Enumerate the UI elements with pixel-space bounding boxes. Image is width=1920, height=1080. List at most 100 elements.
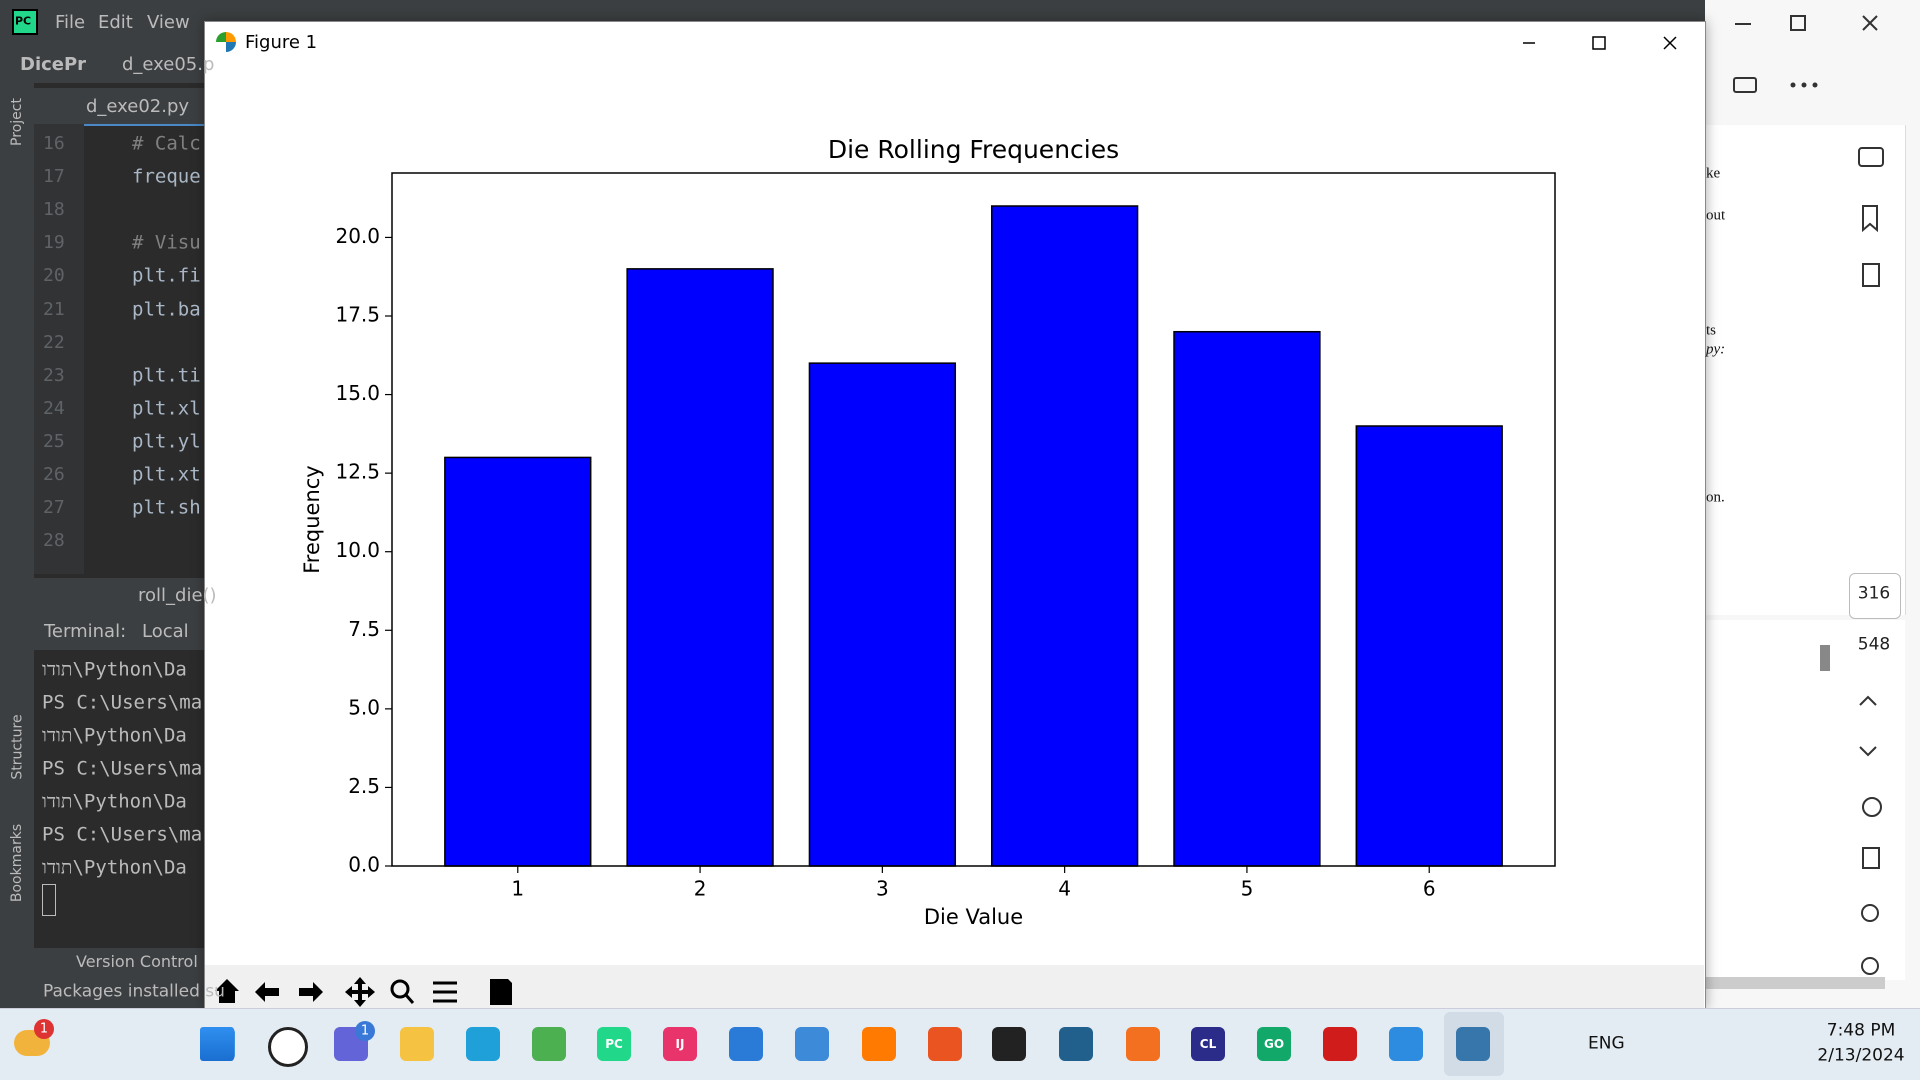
taskbar-icon[interactable] [729,1027,763,1061]
page-number[interactable]: 316 [1857,583,1891,604]
taskbar-icon[interactable] [1456,1027,1490,1061]
y-tick-label: 10.0 [335,538,380,562]
code-line: plt.sh [132,496,201,519]
taskbar-icon[interactable] [466,1027,500,1061]
bar [1173,330,1321,867]
pages[interactable] [1862,263,1880,287]
save-button[interactable] [490,979,512,1005]
editor-tab[interactable]: d_exe02.py [86,96,190,117]
more-dot[interactable] [1790,82,1796,88]
taskbar-icon[interactable] [1126,1027,1160,1061]
menu-item[interactable]: Edit [98,12,133,33]
menu-item[interactable]: View [147,12,190,33]
taskbar-icon[interactable] [1323,1027,1357,1061]
status-message: Packages installed su [43,981,225,1002]
clock-date[interactable]: 2/13/2024 [1817,1045,1905,1066]
line-number: 22 [43,331,65,353]
terminal-cursor [42,884,56,916]
forward-button[interactable] [299,982,323,1002]
configure-button[interactable] [433,981,457,1003]
editor-tabs [34,88,205,126]
print[interactable] [1733,77,1757,93]
taskbar-icon[interactable] [663,1027,697,1061]
scrollbar-thumb[interactable] [1820,645,1830,671]
icon-label: IJ [675,1037,685,1051]
side-tab[interactable]: Project [8,98,25,146]
menu-item[interactable]: File [55,12,86,33]
taskbar-icon[interactable] [400,1027,434,1061]
taskbar-icon[interactable] [862,1027,896,1061]
more-dot [1801,82,1807,88]
maximize[interactable] [1592,36,1606,50]
close[interactable] [1862,15,1878,31]
terminal-line: תודו\Python\Da [42,856,187,879]
taskbar-icon[interactable] [992,1027,1026,1061]
taskbar-icon[interactable] [795,1027,829,1061]
taskbar-icon[interactable] [268,1027,308,1067]
terminal-line: תודו\Python\Da [42,724,187,747]
function-bar [34,578,205,614]
home-button[interactable] [215,979,239,1003]
window-controls [1523,36,1677,50]
taskbar-icon[interactable] [1257,1027,1291,1061]
terminal-line: PS C:\Users\ma [42,757,203,780]
taskbar-icon[interactable] [1389,1027,1423,1061]
bookmark[interactable] [1862,205,1878,233]
page-up[interactable] [1859,695,1877,706]
hscrollbar[interactable] [1705,977,1885,989]
pan-button[interactable] [345,977,375,1007]
terminal-line: PS C:\Users\ma [42,823,203,846]
fit[interactable] [1862,847,1880,869]
icon-label: PC [605,1037,623,1051]
terminal-tab[interactable]: Local [142,621,189,642]
maximize[interactable] [1790,15,1806,31]
x-tick-label: 1 [511,877,524,901]
code-line: plt.fi [132,264,201,287]
side-tab[interactable]: Bookmarks [9,823,26,903]
code-line: plt.ti [132,364,201,387]
side-tab[interactable]: Structure [9,714,26,780]
taskbar-icon[interactable] [928,1027,962,1061]
taskbar-icon[interactable] [532,1027,566,1061]
version-control[interactable]: Version Control [76,952,198,971]
bar [1355,425,1503,867]
x-axis-label: Die Value [924,905,1023,929]
back-button[interactable] [255,982,279,1002]
taskbar-icon[interactable] [1059,1027,1093,1061]
close[interactable] [1663,36,1677,50]
pdf-text: ke [1706,165,1721,182]
clock-time[interactable]: 7:48 PM [1826,1020,1896,1041]
ide-logo-text: PC [15,14,32,28]
line-number: 17 [43,166,65,188]
pdf-text: out [1706,207,1726,224]
toolbar-icons [215,977,512,1007]
start-icon[interactable] [200,1027,234,1061]
code-line: plt.xt [132,463,201,486]
comment[interactable] [1858,147,1884,167]
page-box[interactable] [1849,573,1901,619]
bar [808,362,957,867]
bar [626,268,774,867]
zoom-in[interactable] [1861,904,1879,922]
taskbar-icon[interactable] [597,1027,631,1061]
x-tick-label: 2 [694,877,707,901]
code-line: # Calc [132,132,201,155]
badge [34,1019,54,1039]
rotate[interactable] [1862,797,1882,817]
zoom-button[interactable] [390,979,410,999]
language[interactable]: ENG [1588,1033,1625,1054]
zoom-out[interactable] [1861,957,1879,975]
page-total: 548 [1857,634,1891,655]
file-name: d_exe05.p [122,54,215,75]
y-tick-label: 0.0 [348,853,380,877]
taskbar-icon[interactable] [1191,1027,1225,1061]
code-line: plt.yl [132,430,201,453]
chart: Die Rolling Frequencies Die Value Frequenc… [300,135,1556,929]
pdf-text: ts [1706,322,1717,339]
y-tick-label: 20.0 [335,224,380,248]
page-down[interactable] [1859,746,1877,757]
icon-label: CL [1199,1037,1217,1051]
pdf-icons [1733,15,1884,975]
function-crumb: roll_die() [138,585,217,606]
